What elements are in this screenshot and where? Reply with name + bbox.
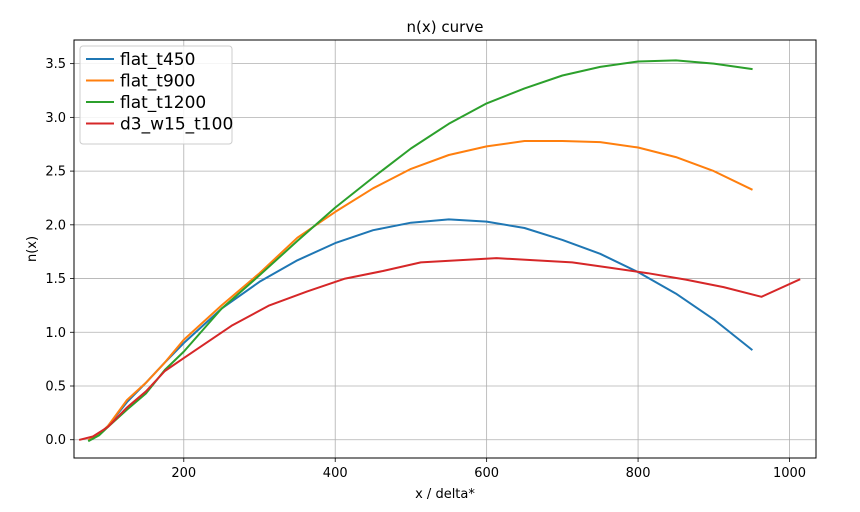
y-tick-label: 0.5 bbox=[45, 380, 66, 395]
legend-label-flat_t1200: flat_t1200 bbox=[120, 93, 206, 113]
chart-title: n(x) curve bbox=[407, 18, 484, 36]
y-tick-label: 1.5 bbox=[45, 272, 66, 287]
x-axis-label: x / delta* bbox=[415, 487, 475, 502]
legend-label-flat_t450: flat_t450 bbox=[120, 50, 195, 70]
x-tick-label: 600 bbox=[474, 466, 499, 481]
y-axis-label: n(x) bbox=[25, 236, 40, 262]
y-tick-label: 3.5 bbox=[45, 57, 66, 72]
plot-frame bbox=[73, 39, 817, 459]
axis-ticks: 200 400 600 800 1000 0.0 0.5 1.0 1.5 2.0 2.5 3.0 3.5 bbox=[45, 57, 806, 481]
legend-label-d3_w15_t100: d3_w15_t100 bbox=[120, 115, 233, 135]
series-line-d3_w15_t100 bbox=[78, 257, 801, 441]
x-tick-label: 800 bbox=[626, 466, 651, 481]
y-tick-label: 3.0 bbox=[45, 111, 66, 126]
y-tick-label: 0.0 bbox=[45, 433, 66, 448]
legend-box bbox=[79, 45, 233, 145]
series-line-flat_t900 bbox=[87, 140, 753, 442]
x-tick-label: 400 bbox=[323, 466, 348, 481]
legend-label-flat_t900: flat_t900 bbox=[120, 72, 195, 92]
grid bbox=[74, 40, 816, 458]
x-tick-label: 1000 bbox=[773, 466, 806, 481]
y-tick-label: 2.5 bbox=[45, 165, 66, 180]
y-tick-label: 2.0 bbox=[45, 218, 66, 233]
y-tick-label: 1.0 bbox=[45, 326, 66, 341]
x-tick-label: 200 bbox=[171, 466, 196, 481]
plot-series bbox=[78, 59, 801, 443]
series-line-flat_t1200 bbox=[87, 59, 753, 443]
